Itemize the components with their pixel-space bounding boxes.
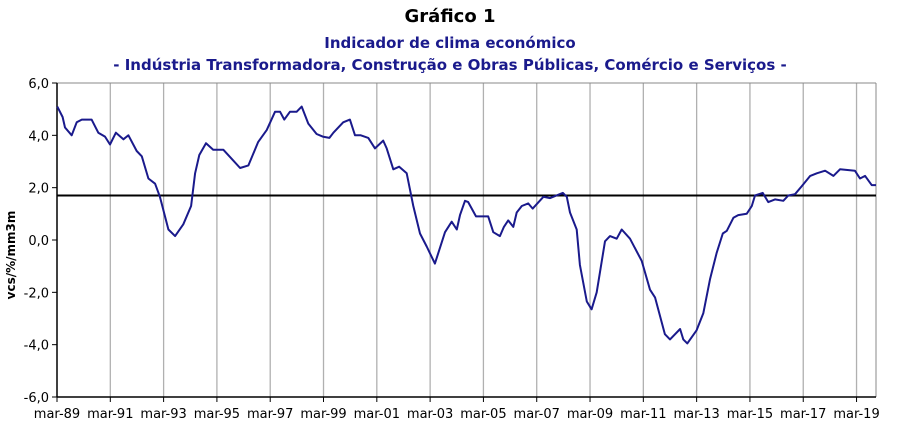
x-tick-label: mar-03 bbox=[407, 407, 453, 422]
y-tick-label: -2,0 bbox=[24, 286, 49, 301]
y-tick-label: -4,0 bbox=[24, 339, 49, 354]
x-tick-label: mar-99 bbox=[300, 407, 346, 422]
y-tick-label: -6,0 bbox=[24, 391, 49, 406]
x-tick-label: mar-09 bbox=[567, 407, 613, 422]
x-tick-label: mar-05 bbox=[460, 407, 506, 422]
x-tick-label: mar-15 bbox=[727, 407, 773, 422]
x-tick-label: mar-89 bbox=[34, 407, 80, 422]
chart-subtitle-sectors: - Indústria Transformadora, Construção e… bbox=[113, 56, 787, 74]
chart-subtitle: Indicador de clima económico bbox=[324, 34, 576, 52]
y-tick-label: 0,0 bbox=[28, 234, 49, 249]
chart-title: Gráfico 1 bbox=[404, 6, 496, 27]
x-tick-label: mar-95 bbox=[194, 407, 240, 422]
y-tick-label: 4,0 bbox=[28, 129, 49, 144]
y-axis-label: vcs/%/mm3m bbox=[4, 211, 18, 300]
y-tick-label: 6,0 bbox=[28, 77, 49, 92]
y-tick-label: 2,0 bbox=[28, 182, 49, 197]
x-tick-label: mar-01 bbox=[354, 407, 400, 422]
x-tick-label: mar-91 bbox=[87, 407, 133, 422]
x-tick-label: mar-93 bbox=[140, 407, 186, 422]
x-tick-label: mar-07 bbox=[514, 407, 560, 422]
x-tick-label: mar-97 bbox=[247, 407, 293, 422]
x-tick-label: mar-17 bbox=[780, 407, 826, 422]
x-tick-label: mar-13 bbox=[673, 407, 719, 422]
x-tick-label: mar-19 bbox=[833, 407, 879, 422]
x-tick-label: mar-11 bbox=[620, 407, 666, 422]
series-line bbox=[56, 105, 876, 345]
